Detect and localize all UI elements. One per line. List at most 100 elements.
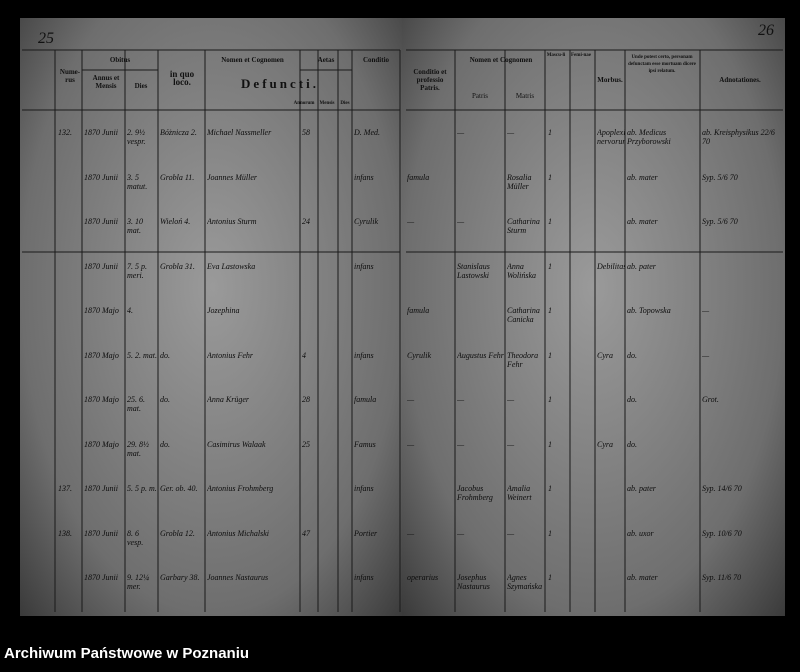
- entry-sex: 1: [548, 528, 552, 538]
- entry-age: 24: [302, 217, 310, 226]
- header: Aetas: [317, 56, 335, 64]
- entry-place: Wieloń 4.: [160, 217, 191, 226]
- entry-relatum: do.: [627, 439, 637, 449]
- entry-relatum: ab. pater: [627, 484, 656, 493]
- header: Nomen et Cognomen: [221, 56, 284, 64]
- header: Dies: [340, 101, 350, 106]
- header: Annorum: [293, 101, 315, 106]
- entry-relatum: do.: [627, 395, 637, 404]
- entry-day: 5. 5 p. m.: [127, 484, 157, 493]
- entry-date: 1870 Majo: [84, 306, 119, 315]
- entry-age: 47: [302, 528, 310, 538]
- entry-name: Antonius Fehr: [207, 350, 253, 360]
- entry-date: 1870 Junii: [84, 573, 118, 582]
- entry-day: 2. 9½ vespr.: [127, 128, 146, 146]
- entry-age: 28: [302, 395, 310, 404]
- entry-num: 138.: [58, 528, 72, 538]
- entry-date: 1870 Junii: [84, 528, 118, 538]
- entry-name: Jozephina: [207, 306, 240, 315]
- header: Unde potest certo, personam defunctam es…: [628, 55, 696, 74]
- entry-father: —: [457, 439, 465, 449]
- header: Conditio: [362, 56, 390, 64]
- entry-mother: Theodora Fehr: [507, 350, 539, 369]
- entry-place: do.: [160, 439, 170, 449]
- entry-father: —: [457, 217, 465, 226]
- entry-date: 1870 Junii: [84, 172, 118, 182]
- entry-cond: infans: [354, 573, 374, 582]
- header: Mascu-li: [546, 53, 566, 58]
- entry-morbus: Cyra: [597, 439, 613, 449]
- entry-day: 3. 10 mat.: [127, 217, 143, 235]
- entry-fcond: —: [407, 217, 415, 226]
- entry-mother: Amalia Weinert: [507, 484, 532, 502]
- entry-fcond: famula: [407, 172, 430, 182]
- entry-name: Antonius Frohmberg: [207, 484, 274, 493]
- entry-mother: Catharina Sturm: [507, 217, 540, 235]
- header: Dies: [134, 82, 148, 90]
- entry-age: 58: [302, 128, 310, 137]
- header: Adnotationes.: [719, 76, 761, 84]
- header: Annus et Mensis: [92, 74, 120, 90]
- entry-sex: 1: [548, 484, 552, 493]
- entry-name: Antonius Michalski: [207, 528, 269, 538]
- entry-name: Casimirus Walaak: [207, 439, 266, 449]
- entry-place: do.: [160, 395, 170, 404]
- entry-date: 1870 Junii: [84, 217, 118, 226]
- entry-fcond: famula: [407, 306, 430, 315]
- header: in quo loco.: [169, 69, 195, 87]
- entry-place: do.: [160, 350, 170, 360]
- entry-cond: Famus: [354, 439, 376, 449]
- entry-place: Grobla 11.: [160, 172, 195, 182]
- entry-mother: —: [507, 528, 515, 538]
- entry-relatum: ab. mater: [627, 573, 658, 582]
- entry-fcond: —: [407, 439, 415, 449]
- entry-age: 25: [302, 439, 310, 449]
- footer: Archiwum Państwowe w Poznaniu: [4, 645, 250, 662]
- entry-date: 1870 Majo: [84, 350, 119, 360]
- entry-mother: —: [507, 395, 515, 404]
- entry-cond: D. Med.: [354, 128, 380, 137]
- entry-fcond: —: [407, 395, 415, 404]
- entry-name: Antonius Sturm: [207, 217, 257, 226]
- entry-place: Garbary 38.: [160, 573, 200, 582]
- entry-sex: 1: [548, 261, 552, 271]
- entry-father: Stanislaus Lastowski: [457, 261, 490, 280]
- entry-mother: Catharina Canicka: [507, 306, 540, 324]
- entry-name: Joannes Müller: [207, 172, 257, 182]
- entry-morbus: Cyra: [597, 350, 613, 360]
- entry-place: Bóżnicza 2.: [160, 128, 197, 137]
- entry-notes: ab. Kreisphysikus 22/6 70: [702, 128, 775, 146]
- entry-num: 132.: [58, 128, 72, 137]
- entry-relatum: do.: [627, 350, 637, 360]
- entry-relatum: ab. pater: [627, 261, 656, 271]
- entry-father: Josephus Nastaurus: [457, 573, 490, 591]
- entry-father: —: [457, 528, 465, 538]
- entry-sex: 1: [548, 172, 552, 182]
- header: Mensis: [319, 101, 335, 106]
- header: Nomen et Cognomen: [469, 56, 533, 64]
- entry-morbus: Debilitas: [597, 261, 625, 271]
- entry-notes: Syp. 10/6 70: [702, 528, 742, 538]
- entry-name: Michael Nassmeller: [207, 128, 272, 137]
- entry-morbus: Apoplexia nervorum: [597, 128, 625, 146]
- entry-name: Anna Krüger: [207, 395, 249, 404]
- entry-date: 1870 Majo: [84, 395, 119, 404]
- entry-father: —: [457, 128, 465, 137]
- entry-cond: Portier: [354, 528, 378, 538]
- entry-notes: Syp. 14/6 70: [702, 484, 742, 493]
- entry-name: Eva Lastowska: [207, 261, 256, 271]
- entry-cond: infans: [354, 172, 374, 182]
- entry-cond: Cyrulik: [354, 217, 378, 226]
- entry-relatum: ab. Topowska: [627, 306, 671, 315]
- entry-age: 4: [302, 350, 306, 360]
- header: Matris: [515, 92, 535, 100]
- entry-cond: infans: [354, 484, 374, 493]
- entry-sex: 1: [548, 395, 552, 404]
- entry-fcond: Cyrulik: [407, 350, 431, 360]
- page-number: 25: [38, 30, 54, 47]
- entry-date: 1870 Junii: [84, 128, 118, 137]
- entry-cond: famula: [354, 395, 377, 404]
- entry-notes: —: [702, 350, 710, 360]
- entry-day: 3. 5 matut.: [127, 172, 148, 191]
